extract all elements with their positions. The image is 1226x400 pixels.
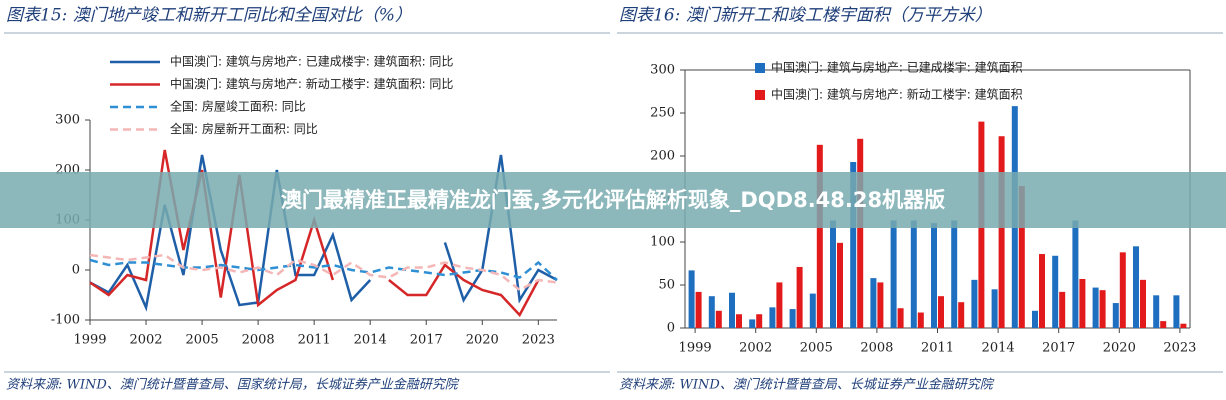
x-tick-label: 2011 (298, 333, 331, 348)
x-tick-label: 2005 (800, 341, 833, 356)
bar (708, 296, 715, 328)
banner-text: 澳门最精准正最精准龙门蚕,多元化评估解析现象_DQD8.48.28机器版 (281, 188, 945, 212)
bar (857, 138, 864, 328)
bar (1153, 295, 1160, 328)
bar (890, 220, 897, 328)
bar (910, 220, 917, 328)
x-tick-label: 2005 (186, 333, 219, 348)
bar (809, 293, 816, 328)
bar (1112, 303, 1119, 328)
x-tick-label: 2008 (242, 333, 275, 348)
bar (1133, 246, 1139, 328)
bar (756, 314, 763, 328)
bar (951, 220, 958, 328)
bar (1032, 310, 1038, 328)
bar (850, 162, 857, 328)
series-line (89, 154, 558, 312)
bar (1160, 321, 1167, 328)
chart-title: 图表16: 澳门新开工和竣工楼宇面积（万平方米） (619, 6, 992, 26)
bar (769, 307, 776, 328)
legend-label: 全国: 房屋竣工面积: 同比 (170, 99, 306, 114)
bar (1099, 290, 1106, 328)
bar (931, 223, 937, 328)
bar (695, 291, 702, 328)
bar (789, 309, 796, 328)
legend-swatch (755, 90, 765, 100)
x-tick-label: 2002 (129, 333, 162, 348)
legend-label: 中国澳门: 建筑与房地产: 已建成楼宇: 建筑面积: 同比 (170, 54, 453, 69)
bar (1018, 186, 1025, 328)
y-tick-label: 250 (650, 106, 675, 121)
bar (749, 319, 756, 328)
bar (958, 302, 965, 328)
y-tick-label: -100 (51, 313, 80, 328)
x-tick-label: 2002 (739, 341, 772, 356)
bar (938, 296, 944, 328)
y-tick-label: 200 (650, 149, 675, 164)
x-tick-label: 1999 (73, 333, 106, 348)
bar (1173, 295, 1180, 328)
y-tick-label: 300 (55, 113, 80, 128)
x-tick-label: 2020 (1103, 341, 1136, 356)
bar (917, 312, 924, 328)
bar (796, 266, 803, 328)
x-tick-label: 1999 (679, 341, 712, 356)
bar (736, 314, 742, 328)
x-tick-label: 2023 (1163, 341, 1196, 356)
bar (1072, 220, 1079, 328)
x-tick-label: 2017 (410, 333, 443, 348)
banner-band (0, 172, 1226, 228)
legend-label: 中国澳门: 建筑与房地产: 已建成楼宇: 建筑面积 (771, 60, 1023, 75)
y-tick-label: 0 (72, 263, 80, 278)
bar (1119, 252, 1126, 328)
bar (1092, 287, 1099, 328)
x-tick-label: 2014 (982, 341, 1015, 356)
legend-label: 全国: 房屋新开工面积: 同比 (170, 121, 318, 136)
source-note: 资料来源: WIND、澳门统计暨普查局、国家统计局，长城证券产业金融研究院 (6, 377, 460, 393)
bar (715, 310, 722, 328)
source-note: 资料来源: WIND、澳门统计暨普查局、长城证券产业金融研究院 (619, 377, 995, 393)
bar (877, 282, 884, 328)
bar (1052, 255, 1059, 328)
legend-swatch (755, 63, 765, 73)
bar (688, 270, 695, 328)
bar (1079, 278, 1086, 328)
y-tick-label: 300 (650, 63, 675, 78)
bar (830, 220, 836, 328)
bar (729, 292, 735, 328)
x-tick-label: 2020 (466, 333, 499, 348)
x-tick-label: 2011 (921, 341, 954, 356)
chart-title: 图表15: 澳门地产竣工和新开工同比和全国对比（%） (6, 6, 412, 26)
bar (971, 279, 978, 328)
x-tick-label: 2023 (522, 333, 555, 348)
x-tick-label: 2008 (860, 341, 893, 356)
bar (1140, 279, 1146, 328)
bar (816, 144, 823, 328)
bar (998, 136, 1005, 328)
series-line (89, 149, 540, 318)
y-tick-label: 100 (650, 235, 675, 250)
bar (870, 278, 877, 328)
y-tick-label: 0 (667, 321, 675, 336)
bar (776, 282, 783, 328)
series-line (89, 253, 558, 292)
bar (897, 308, 904, 328)
bar (991, 289, 998, 328)
x-tick-label: 2017 (1042, 341, 1075, 356)
bar (837, 242, 843, 328)
legend-label: 中国澳门: 建筑与房地产: 新动工楼宇: 建筑面积 (771, 87, 1023, 102)
x-tick-label: 2014 (354, 333, 387, 348)
bar (1039, 254, 1045, 328)
legend-label: 中国澳门: 建筑与房地产: 新动工楼宇: 建筑面积: 同比 (170, 76, 453, 91)
bar (1180, 323, 1187, 328)
bar (1059, 291, 1066, 328)
y-tick-label: 50 (658, 278, 675, 293)
